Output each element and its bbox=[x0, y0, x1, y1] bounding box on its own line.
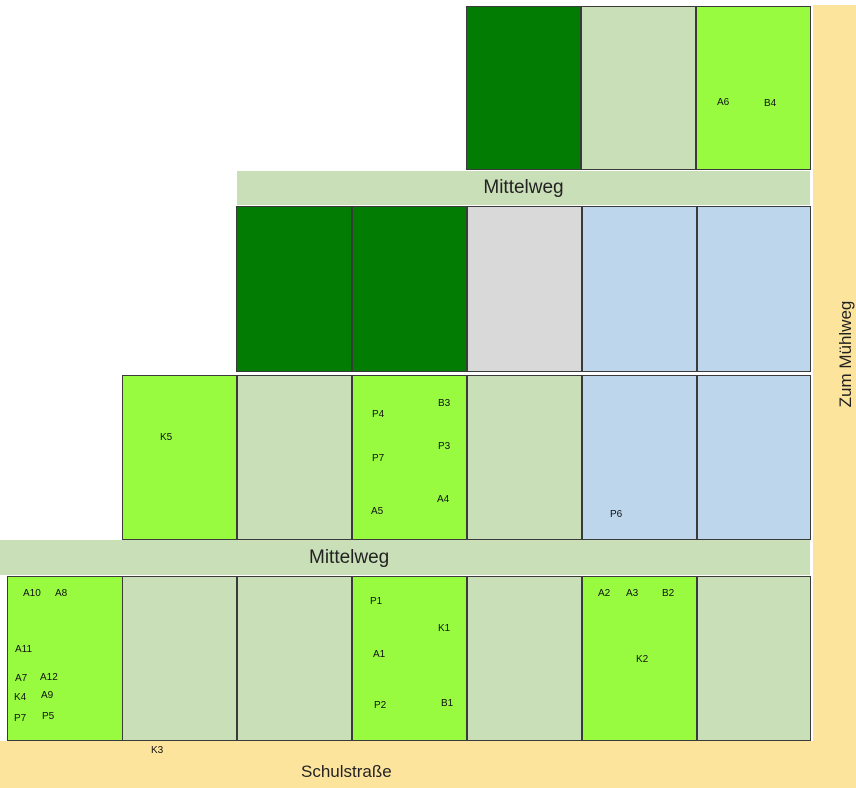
path-label-top: Mittelweg bbox=[483, 177, 564, 198]
plot-label: A2 bbox=[598, 588, 611, 599]
plot-second-4 bbox=[582, 206, 697, 372]
plot-top-1 bbox=[466, 6, 581, 170]
plot-bottom-5 bbox=[467, 576, 582, 741]
plot-third-5: P6 bbox=[582, 375, 697, 540]
plot-label: P7 bbox=[372, 453, 385, 464]
plot-top-2 bbox=[581, 6, 696, 170]
plot-label: A10 bbox=[23, 588, 41, 599]
plot-label-outside: K3 bbox=[151, 745, 164, 756]
plot-label: A8 bbox=[55, 588, 68, 599]
plot-label: P1 bbox=[370, 596, 383, 607]
plot-label: P3 bbox=[438, 441, 451, 452]
plot-bottom-4: P1 K1 A1 P2 B1 bbox=[352, 576, 467, 741]
plot-label: A1 bbox=[373, 649, 386, 660]
plot-label: P4 bbox=[372, 409, 385, 420]
path-label-middle: Mittelweg bbox=[309, 546, 390, 568]
plot-label: B4 bbox=[764, 98, 777, 109]
plot-label: K4 bbox=[14, 692, 27, 703]
plot-label: K5 bbox=[160, 432, 173, 443]
path-mittelweg-middle: Mittelweg bbox=[0, 540, 810, 575]
road-label-zum-muehlweg: Zum Mühlweg bbox=[836, 300, 855, 408]
plot-label: P5 bbox=[42, 711, 55, 722]
plot-bottom-6: A2 A3 B2 K2 bbox=[582, 576, 697, 741]
plot-third-3: P4 B3 P3 P7 A4 A5 bbox=[352, 375, 467, 540]
road-schulstrasse bbox=[0, 741, 856, 788]
plot-top-3: A6 B4 bbox=[696, 6, 811, 170]
plot-label: A9 bbox=[41, 690, 54, 701]
path-mittelweg-top: Mittelweg bbox=[237, 171, 810, 205]
plot-label: A3 bbox=[626, 588, 639, 599]
plot-second-5 bbox=[697, 206, 811, 372]
plot-bottom-2 bbox=[122, 576, 237, 741]
plot-third-1: K5 bbox=[122, 375, 237, 540]
plot-bottom-7 bbox=[697, 576, 811, 741]
plot-third-4 bbox=[467, 375, 582, 540]
plot-third-6 bbox=[697, 375, 811, 540]
plot-label: A5 bbox=[371, 506, 384, 517]
plot-label: K1 bbox=[438, 623, 451, 634]
plot-label: A4 bbox=[437, 494, 450, 505]
plot-label: B2 bbox=[662, 588, 675, 599]
plot-second-1 bbox=[236, 206, 352, 372]
plot-label: B1 bbox=[441, 698, 454, 709]
plot-second-2 bbox=[352, 206, 467, 372]
plot-label: P6 bbox=[610, 509, 623, 520]
plot-label: A11 bbox=[15, 644, 33, 655]
plot-label: P7 bbox=[14, 713, 27, 724]
plot-second-3 bbox=[467, 206, 582, 372]
plot-label: A6 bbox=[717, 97, 730, 108]
plot-label: A7 bbox=[15, 673, 28, 684]
plot-label: P2 bbox=[374, 700, 387, 711]
road-zum-muehlweg bbox=[813, 5, 856, 788]
plot-bottom-3 bbox=[237, 576, 352, 741]
road-label-schulstrasse: Schulstraße bbox=[301, 762, 392, 781]
plot-third-2 bbox=[237, 375, 352, 540]
plot-bottom-1: A10 A8 A11 A7 A12 K4 A9 P7 P5 bbox=[7, 576, 123, 741]
plot-label: B3 bbox=[438, 398, 451, 409]
plot-label: K2 bbox=[636, 654, 649, 665]
plot-label: A12 bbox=[40, 672, 58, 683]
